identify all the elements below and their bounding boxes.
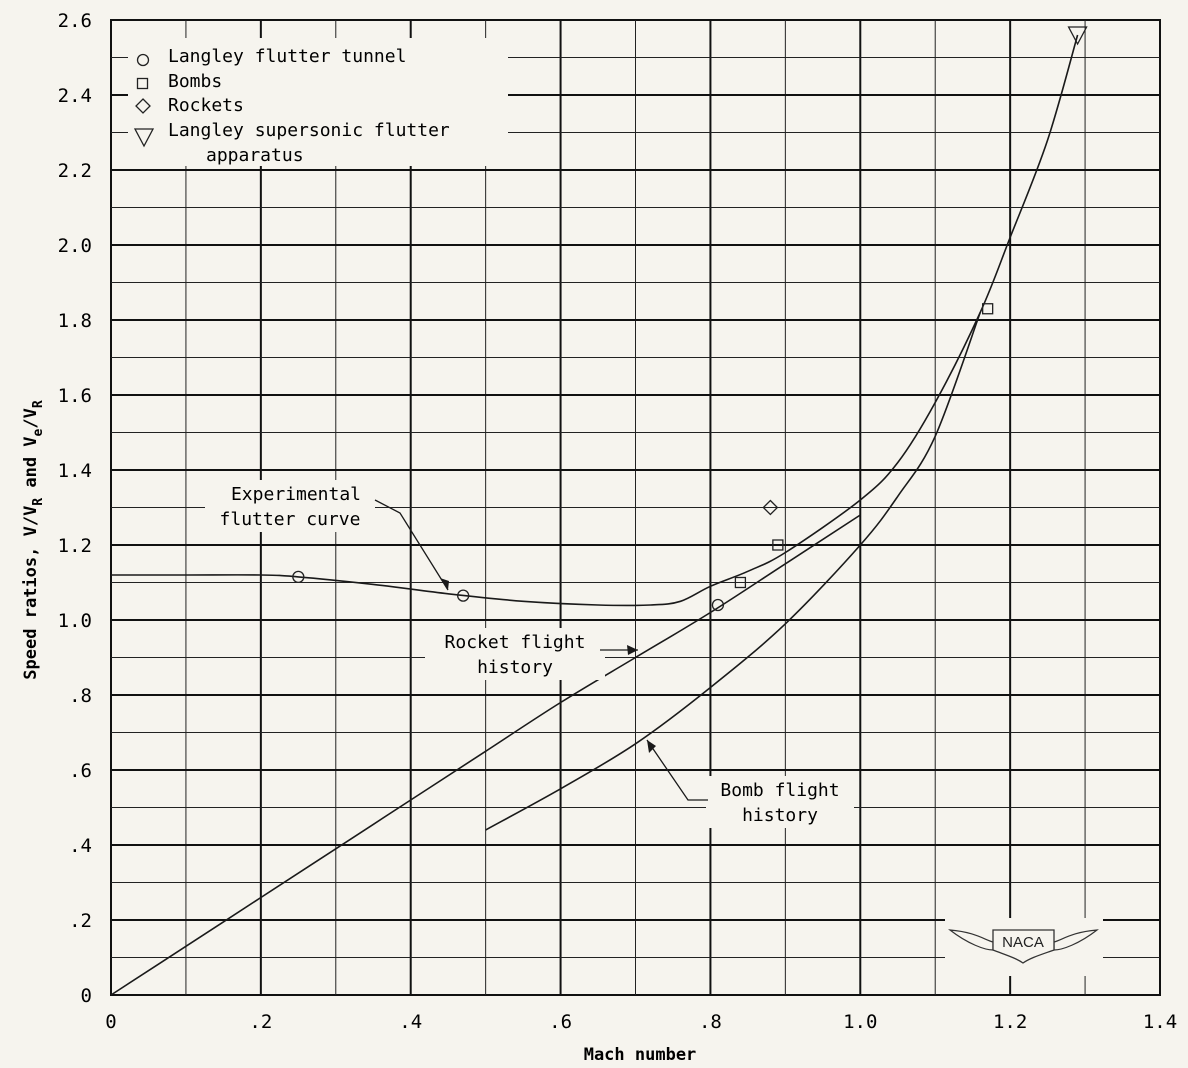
rocket-flight-history-line	[110, 514, 861, 996]
legend-circle-marker	[136, 53, 150, 67]
legend-label-tunnel: Langley flutter tunnel	[168, 46, 406, 67]
data-markers	[292, 26, 1088, 612]
y-tick-label: .4	[69, 835, 92, 857]
legend-diamond-marker	[135, 98, 151, 114]
annot-bomb-line2: history	[742, 805, 818, 826]
y-tick-label: .8	[69, 685, 92, 707]
y-tick-label: .2	[69, 910, 92, 932]
legend-label-supersonic: Langley supersonic flutter	[168, 120, 450, 141]
y-tick-label: 1.8	[58, 310, 92, 332]
experimental-flutter-curve	[111, 34, 1079, 607]
diamond-marker	[762, 499, 779, 516]
legend-label-bombs: Bombs	[168, 71, 222, 92]
bomb-flight-history-line	[485, 312, 981, 831]
y-axis-title: Speed ratios, V/VR and Ve/VR	[21, 400, 46, 680]
annot-experimental-line2: flutter curve	[220, 509, 361, 530]
annot-experimental-line1: Experimental	[231, 484, 361, 505]
x-tick-label: .4	[399, 1011, 422, 1033]
x-tick-label: 1.0	[843, 1011, 877, 1033]
square-marker	[772, 539, 784, 551]
circle-marker	[711, 598, 725, 612]
y-tick-label: 2.0	[58, 235, 92, 257]
curves	[110, 34, 1079, 996]
naca-logo: NACA	[945, 918, 1103, 976]
y-tick-label: 1.4	[58, 460, 92, 482]
y-tick-label: 0	[81, 985, 92, 1007]
x-axis-title: Mach number	[584, 1045, 697, 1065]
annotations: Experimental flutter curve Rocket flight…	[205, 480, 854, 828]
legend-label-rockets: Rockets	[168, 95, 244, 116]
triangle-marker	[1067, 26, 1088, 46]
x-tick-label: 0	[105, 1011, 116, 1033]
annot-bomb-line1: Bomb flight	[720, 780, 839, 801]
y-tick-label: 2.6	[58, 10, 92, 32]
y-tick-label: .6	[69, 760, 92, 782]
annot-rocket-line1: Rocket flight	[445, 632, 586, 653]
x-tick-label: 1.4	[1143, 1011, 1177, 1033]
legend: Langley flutter tunnel Bombs Rockets Lan…	[128, 38, 508, 166]
x-tick-label: .2	[249, 1011, 272, 1033]
legend-square-marker	[136, 77, 149, 90]
legend-label-supersonic-line2: apparatus	[206, 145, 304, 166]
naca-logo-text: NACA	[1002, 934, 1044, 951]
y-tick-label: 1.0	[58, 610, 92, 632]
circle-marker	[292, 570, 305, 584]
annot-bomb-leader	[646, 739, 708, 801]
y-tick-label: 1.6	[58, 385, 92, 407]
annot-rocket-line2: history	[477, 657, 553, 678]
legend-triangle-marker	[133, 128, 155, 148]
x-tick-label: .8	[699, 1011, 722, 1033]
tick-labels: 0 .2 .4 .6 .8 1.0 1.2 1.4 1.6 1.8 2.0 2.2 2.4 2.6 0 .2.…	[58, 10, 1177, 1033]
circle-marker	[457, 589, 470, 602]
x-tick-label: .6	[549, 1011, 572, 1033]
y-tick-label: 2.2	[58, 160, 92, 182]
square-marker	[982, 303, 994, 315]
y-tick-label: 1.2	[58, 535, 92, 557]
x-tick-label: 1.2	[993, 1011, 1027, 1033]
annot-experimental-leader	[374, 499, 449, 591]
square-marker	[734, 576, 747, 589]
y-tick-label: 2.4	[58, 85, 92, 107]
